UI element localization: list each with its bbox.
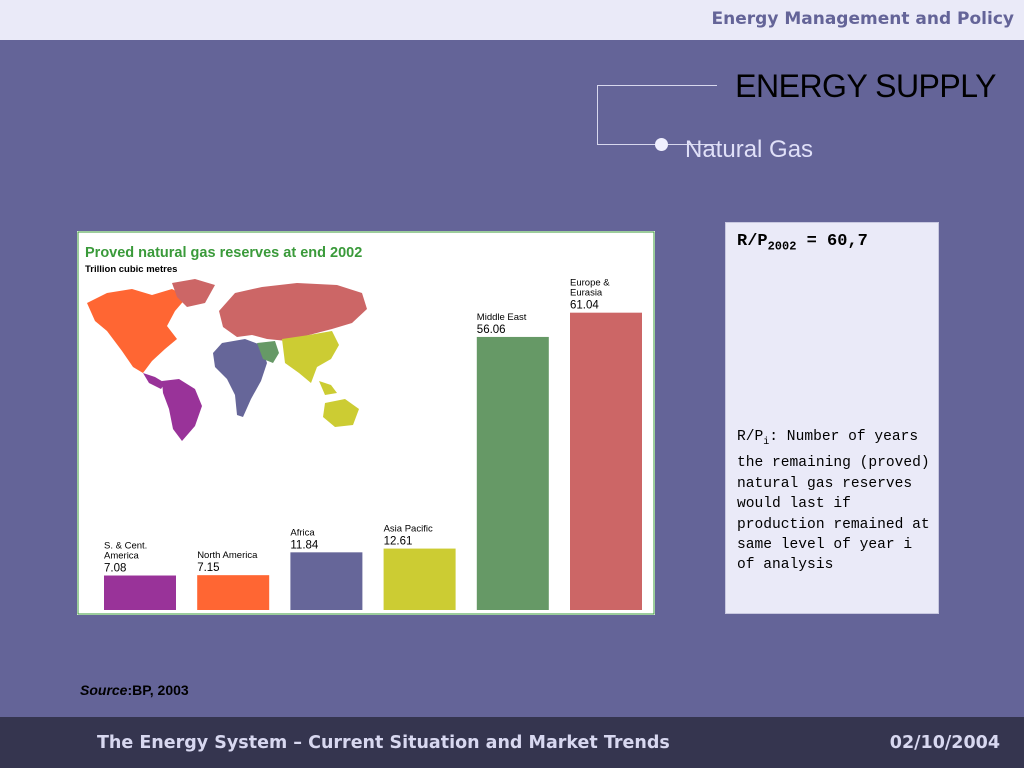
slide-subtitle: Natural Gas <box>685 136 814 163</box>
reserves-bar-chart: Proved natural gas reserves at end 2002 … <box>77 231 655 615</box>
footer-date: 02/10/2004 <box>889 733 1000 753</box>
rp-info-box: R/P2002 = 60,7 R/Pi: Number of years the… <box>725 222 939 614</box>
world-map-icon <box>87 279 367 441</box>
bar-4 <box>476 336 549 610</box>
rp-value: = 60,7 <box>806 232 868 251</box>
rp-year: 2002 <box>767 239 797 254</box>
bar-value-label-0: 7.08 <box>104 563 126 575</box>
bar-value-label-5: 61.04 <box>570 300 599 312</box>
rp-label: R/P <box>737 232 768 251</box>
footer-bar: The Energy System – Current Situation an… <box>0 717 1024 768</box>
source-note: Source:BP, 2003 <box>80 682 189 698</box>
chart-panel: Proved natural gas reserves at end 2002 … <box>77 231 655 615</box>
bullet-dot-icon <box>655 138 668 151</box>
rp-desc-prefix: R/P <box>737 429 764 445</box>
top-bar: Energy Management and Policy <box>0 0 1024 40</box>
bar-value-label-2: 11.84 <box>290 539 319 551</box>
chart-subtitle: Trillion cubic metres <box>85 264 177 275</box>
rp-description: R/Pi: Number of years the remaining (pro… <box>737 427 933 576</box>
rp-desc-sub: i <box>763 436 770 448</box>
source-text: :BP, 2003 <box>127 682 189 698</box>
slide-title: ENERGY SUPPLY <box>735 68 996 104</box>
bar-value-label-3: 12.61 <box>384 536 413 548</box>
chart-frame <box>77 231 655 615</box>
bar-category-label-0-0: S. & Cent. <box>104 541 147 552</box>
course-title: Energy Management and Policy <box>711 9 1014 29</box>
bar-category-label-1-0: North America <box>197 550 258 561</box>
bar-category-label-4-0: Middle East <box>477 312 527 323</box>
footer-course-title: The Energy System – Current Situation an… <box>97 733 670 753</box>
bar-category-label-3-0: Asia Pacific <box>384 524 433 535</box>
bar-3 <box>383 548 456 610</box>
bar-2 <box>290 552 363 610</box>
bar-1 <box>197 575 270 610</box>
bar-value-label-1: 7.15 <box>197 562 219 574</box>
bar-value-label-4: 56.06 <box>477 324 506 336</box>
bar-0 <box>104 575 176 610</box>
bar-category-label-5-1: Eurasia <box>570 288 603 299</box>
bar-category-label-2-0: Africa <box>290 527 315 538</box>
source-label: Source <box>80 682 128 698</box>
bar-category-label-0-1: America <box>104 551 140 562</box>
bar-5 <box>570 312 642 610</box>
rp-desc-text: : Number of years the remaining (proved)… <box>737 429 930 574</box>
rp-formula: R/P2002 = 60,7 <box>737 232 868 253</box>
bar-category-label-5-0: Europe & <box>570 278 610 289</box>
chart-title: Proved natural gas reserves at end 2002 <box>85 245 362 261</box>
